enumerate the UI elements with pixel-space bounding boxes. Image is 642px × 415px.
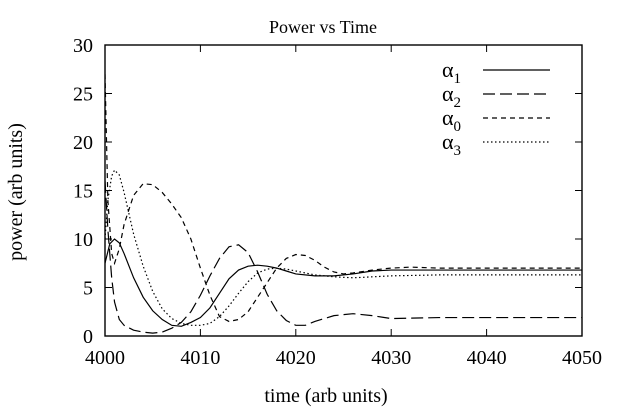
x-tick-label: 4040 bbox=[467, 347, 507, 369]
series-group bbox=[105, 74, 582, 334]
x-tick-label: 4010 bbox=[180, 347, 220, 369]
y-tick-label: 0 bbox=[83, 326, 93, 348]
y-tick-label: 15 bbox=[73, 181, 93, 203]
series-line-alpha-1 bbox=[105, 238, 582, 327]
y-tick-label: 20 bbox=[73, 132, 93, 154]
y-tick-label: 25 bbox=[73, 84, 93, 106]
y-tick-label: 10 bbox=[73, 229, 93, 251]
x-tick-label: 4020 bbox=[276, 347, 316, 369]
y-axis-label: power (arb units) bbox=[5, 123, 27, 261]
y-tick-label: 5 bbox=[83, 278, 93, 300]
legend-label-alpha-2: α2 bbox=[442, 81, 461, 111]
chart-title: Power vs Time bbox=[269, 17, 377, 37]
series-line-alpha-3 bbox=[105, 169, 582, 326]
y-tick-label: 30 bbox=[73, 35, 93, 57]
legend-label-alpha-3: α3 bbox=[442, 129, 461, 159]
series-line-alpha-2 bbox=[105, 180, 582, 334]
legend-label-alpha-0: α0 bbox=[442, 105, 461, 135]
x-tick-label: 4000 bbox=[85, 347, 125, 369]
legend-label-alpha-1: α1 bbox=[442, 57, 461, 87]
x-axis-label: time (arb units) bbox=[264, 385, 387, 407]
plot-frame bbox=[104, 44, 583, 337]
plot-area: 4000 4010 4020 4030 4040 4050 0 5 10 15 20 25 30 bbox=[73, 35, 602, 369]
series-line-alpha-0 bbox=[105, 74, 582, 323]
x-tick-label: 4030 bbox=[371, 347, 411, 369]
x-tick-label: 4050 bbox=[562, 347, 602, 369]
